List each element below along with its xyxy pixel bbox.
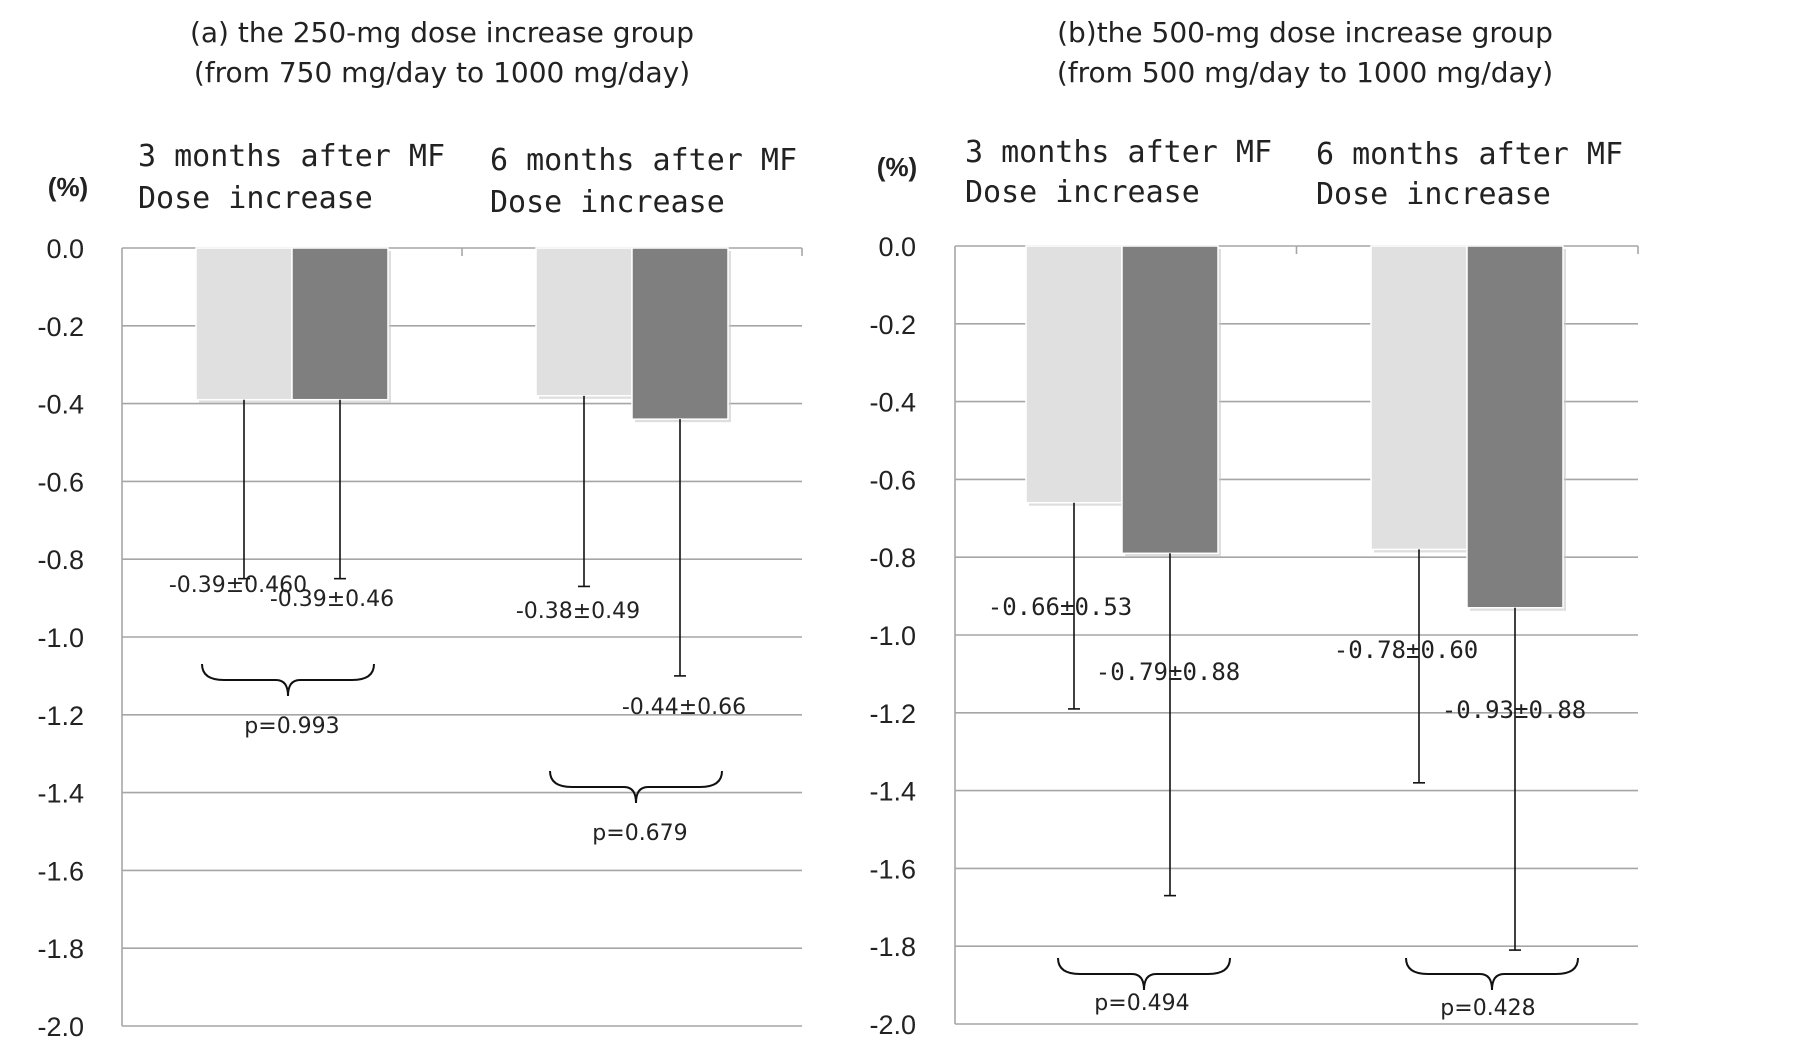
panel-b-bar [1370, 245, 1468, 551]
panel-a-y-tick-label: -1.6 [37, 856, 84, 886]
panel-a-y-tick-label: -0.8 [37, 545, 84, 575]
panel-a-y-unit: (%) [48, 172, 88, 202]
panel-a-group-1-label-line2: Dose increase [138, 181, 373, 216]
panel-a: (a) the 250-mg dose increase group (from… [37, 16, 803, 1042]
panel-a-data-label: -0.39±0.460 [169, 573, 307, 598]
panel-a-title-line1: (a) the 250-mg dose increase group [190, 16, 694, 49]
panel-a-group-2-label-line1: 6 months after MF [490, 143, 797, 178]
panel-b-p-value: p=0.428 [1440, 996, 1535, 1021]
panel-a-brace [201, 663, 375, 697]
panel-b-y-tick-label: -0.8 [869, 543, 916, 573]
panel-b-bar [1466, 245, 1564, 609]
panel-a-y-tick-label: -2.0 [37, 1012, 84, 1042]
panel-b-group-2-label-line1: 6 months after MF [1316, 137, 1623, 172]
panel-a-data-label: -0.38±0.49 [516, 599, 640, 624]
panel-a-brace [549, 770, 723, 804]
panel-b: (b)the 500-mg dose increase group (from … [869, 16, 1639, 1040]
panel-b-p-value: p=0.494 [1094, 991, 1189, 1016]
panel-b-bar [1121, 245, 1219, 555]
panel-b-group-1-label-line1: 3 months after MF [965, 135, 1272, 170]
panel-a-y-tick-label: -0.2 [37, 312, 84, 342]
panel-b-title-line1: (b)the 500-mg dose increase group [1057, 16, 1553, 49]
panel-a-y-tick-label: -0.4 [37, 390, 84, 420]
panel-a-title-line2: (from 750 mg/day to 1000 mg/day) [194, 56, 690, 89]
panel-b-y-tick-label: -1.6 [869, 854, 916, 884]
panel-a-bar [535, 247, 633, 397]
panel-a-p-value: p=0.993 [244, 714, 339, 739]
panel-a-y-tick-label: -1.4 [37, 779, 84, 809]
panel-b-y-tick-label: -1.8 [869, 932, 916, 962]
panel-a-p-value: p=0.679 [592, 821, 687, 846]
panel-b-title-line2: (from 500 mg/day to 1000 mg/day) [1057, 56, 1553, 89]
panel-b-group-1-label-line2: Dose increase [965, 175, 1200, 210]
panel-a-group-1-label-line1: 3 months after MF [138, 139, 445, 174]
panel-b-brace [1057, 957, 1231, 991]
panel-a-y-tick-label: -1.2 [37, 701, 84, 731]
panel-a-group-2-label-line2: Dose increase [490, 185, 725, 220]
panel-b-brace [1405, 957, 1579, 991]
panel-a-y-tick-label: -0.6 [37, 467, 84, 497]
panel-a-y-tick-label: 0.0 [46, 234, 84, 264]
panel-b-y-tick-label: -1.0 [869, 621, 916, 651]
panel-b-data-label: -0.79±0.88 [1096, 658, 1241, 686]
panel-a-y-tick-label: -1.0 [37, 623, 84, 653]
panel-b-data-label: -0.93±0.88 [1442, 696, 1587, 724]
panel-b-y-tick-label: -1.2 [869, 699, 916, 729]
panel-b-y-unit: (%) [877, 152, 917, 182]
panel-b-y-tick-label: -0.2 [869, 310, 916, 340]
panel-b-bar [1025, 245, 1123, 504]
panel-b-data-label: -0.66±0.53 [988, 593, 1133, 621]
panel-a-bar [291, 247, 389, 401]
panel-a-plot: 0.0 -0.2 -0.4 -0.6 -0.8 -1.0 -1.2 -1.4 -1.6 -1.8 -… [37, 234, 803, 1042]
panel-b-data-label: -0.78±0.60 [1334, 636, 1479, 664]
panel-b-y-tick-label: -1.4 [869, 777, 916, 807]
panel-b-group-2-label-line2: Dose increase [1316, 177, 1551, 212]
panel-b-y-tick-label: -0.4 [869, 388, 916, 418]
panel-a-bar [631, 247, 729, 420]
panel-b-y-tick-label: -0.6 [869, 465, 916, 495]
panel-a-y-tick-label: -1.8 [37, 934, 84, 964]
panel-a-data-label: -0.44±0.66 [622, 695, 746, 720]
panel-a-data-label: -0.39±0.46 [270, 587, 394, 612]
panel-b-plot: 0.0 -0.2 -0.4 -0.6 -0.8 -1.0 -1.2 -1.4 -1.6 -1.8 -… [869, 232, 1639, 1040]
panel-b-y-tick-label: 0.0 [878, 232, 916, 262]
panel-b-y-tick-label: -2.0 [869, 1010, 916, 1040]
panel-a-bar [195, 247, 293, 401]
